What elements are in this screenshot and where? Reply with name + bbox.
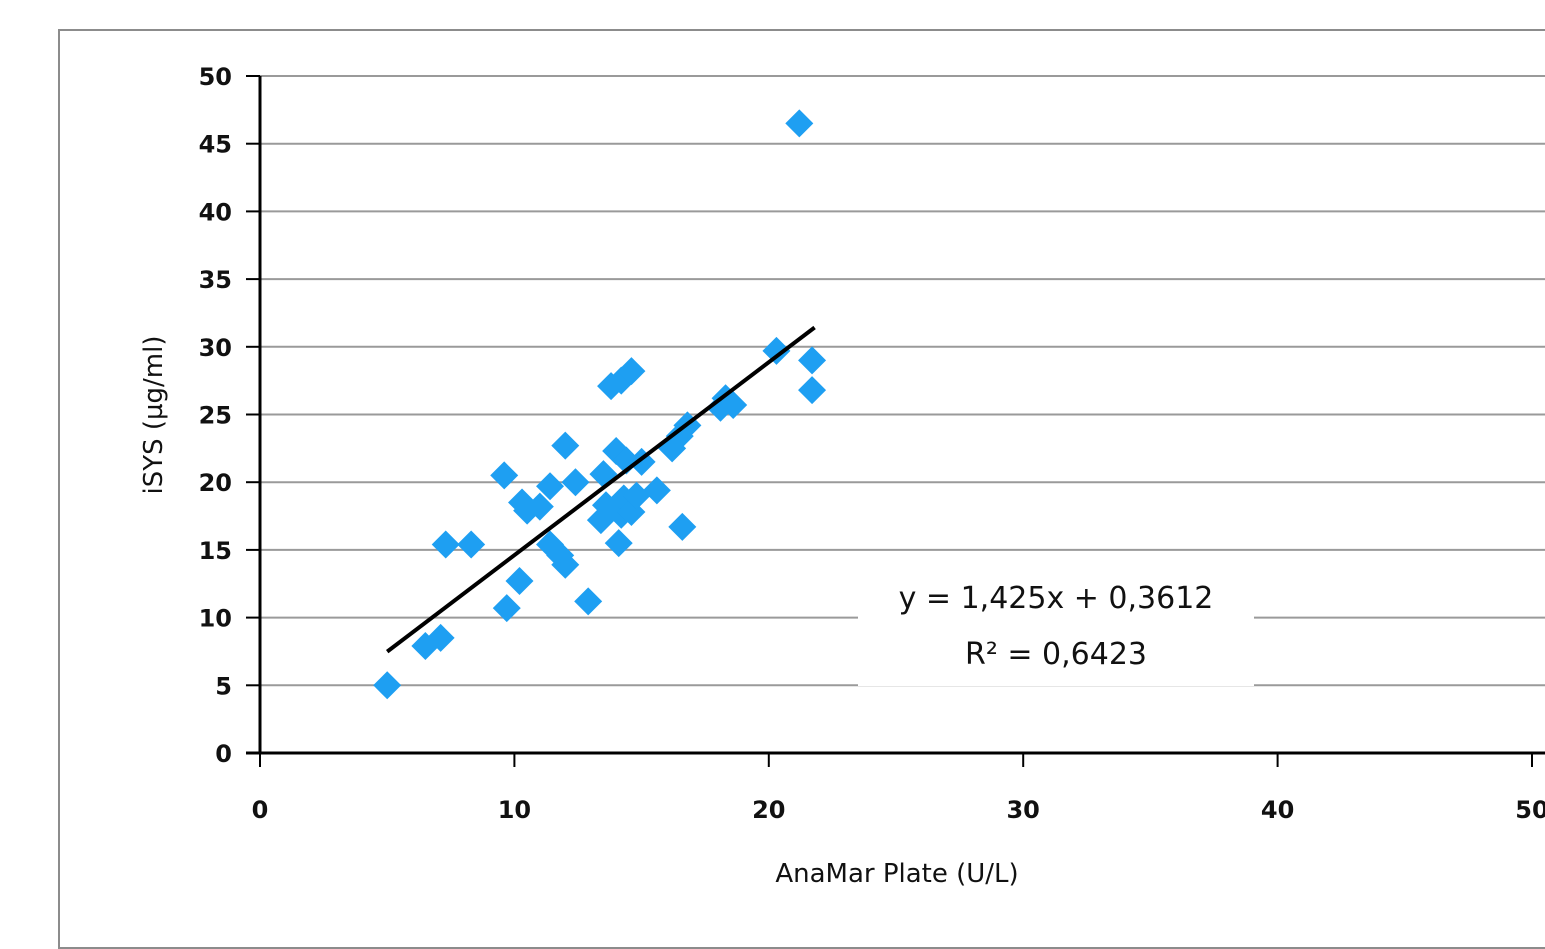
y-tick-label: 40 — [199, 198, 232, 226]
y-tick-label: 15 — [199, 537, 232, 565]
equation-background — [858, 578, 1254, 686]
x-tick-label: 0 — [252, 796, 269, 824]
data-point — [719, 391, 748, 420]
data-point — [574, 587, 603, 616]
x-tick-label: 50 — [1515, 796, 1545, 824]
y-axis-title: iSYS (µg/ml) — [139, 335, 169, 494]
equation-box: y = 1,425x + 0,3612 R² = 0,6423 — [858, 578, 1254, 686]
data-point — [785, 109, 814, 138]
data-points — [373, 109, 827, 700]
y-tick-label: 50 — [199, 63, 232, 91]
y-tick-label: 30 — [199, 334, 232, 362]
data-point — [762, 336, 791, 365]
data-point — [431, 530, 460, 559]
y-tick-label: 10 — [199, 605, 232, 633]
trendline — [385, 325, 816, 654]
y-ticks: 0 5 10 15 20 25 30 35 40 45 50 — [199, 63, 260, 768]
x-tick-label: 30 — [1006, 796, 1039, 824]
y-tick-label: 5 — [215, 672, 232, 700]
data-point — [551, 431, 580, 460]
data-point — [622, 481, 651, 510]
data-point — [798, 376, 827, 405]
data-point — [373, 671, 402, 700]
data-point — [525, 492, 554, 521]
y-tick-label: 45 — [199, 131, 232, 159]
data-point — [490, 461, 519, 490]
trendline-group — [385, 325, 816, 654]
data-point — [457, 530, 486, 559]
y-tick-label: 0 — [215, 740, 232, 768]
data-point — [426, 623, 455, 652]
x-axis-title: AnaMar Plate (U/L) — [775, 859, 1018, 889]
data-point — [551, 550, 580, 579]
x-ticks: 0 10 20 30 40 50 — [252, 753, 1545, 824]
data-point — [617, 357, 646, 386]
data-point — [505, 567, 534, 596]
chart-frame — [58, 29, 1545, 949]
data-point — [604, 529, 633, 558]
data-point — [642, 476, 671, 505]
y-tick-label: 20 — [199, 469, 232, 497]
data-point — [536, 472, 565, 501]
data-point — [798, 346, 827, 375]
x-tick-label: 20 — [752, 796, 785, 824]
data-point — [589, 460, 618, 489]
x-tick-label: 40 — [1261, 796, 1294, 824]
trendline-equation: y = 1,425x + 0,3612 — [899, 581, 1214, 616]
y-tick-label: 35 — [199, 266, 232, 294]
data-point — [492, 594, 521, 623]
data-point — [561, 468, 590, 497]
x-tick-label: 10 — [498, 796, 531, 824]
data-point — [668, 512, 697, 541]
r-squared-label: R² = 0,6423 — [965, 637, 1147, 672]
y-tick-label: 25 — [199, 402, 232, 430]
